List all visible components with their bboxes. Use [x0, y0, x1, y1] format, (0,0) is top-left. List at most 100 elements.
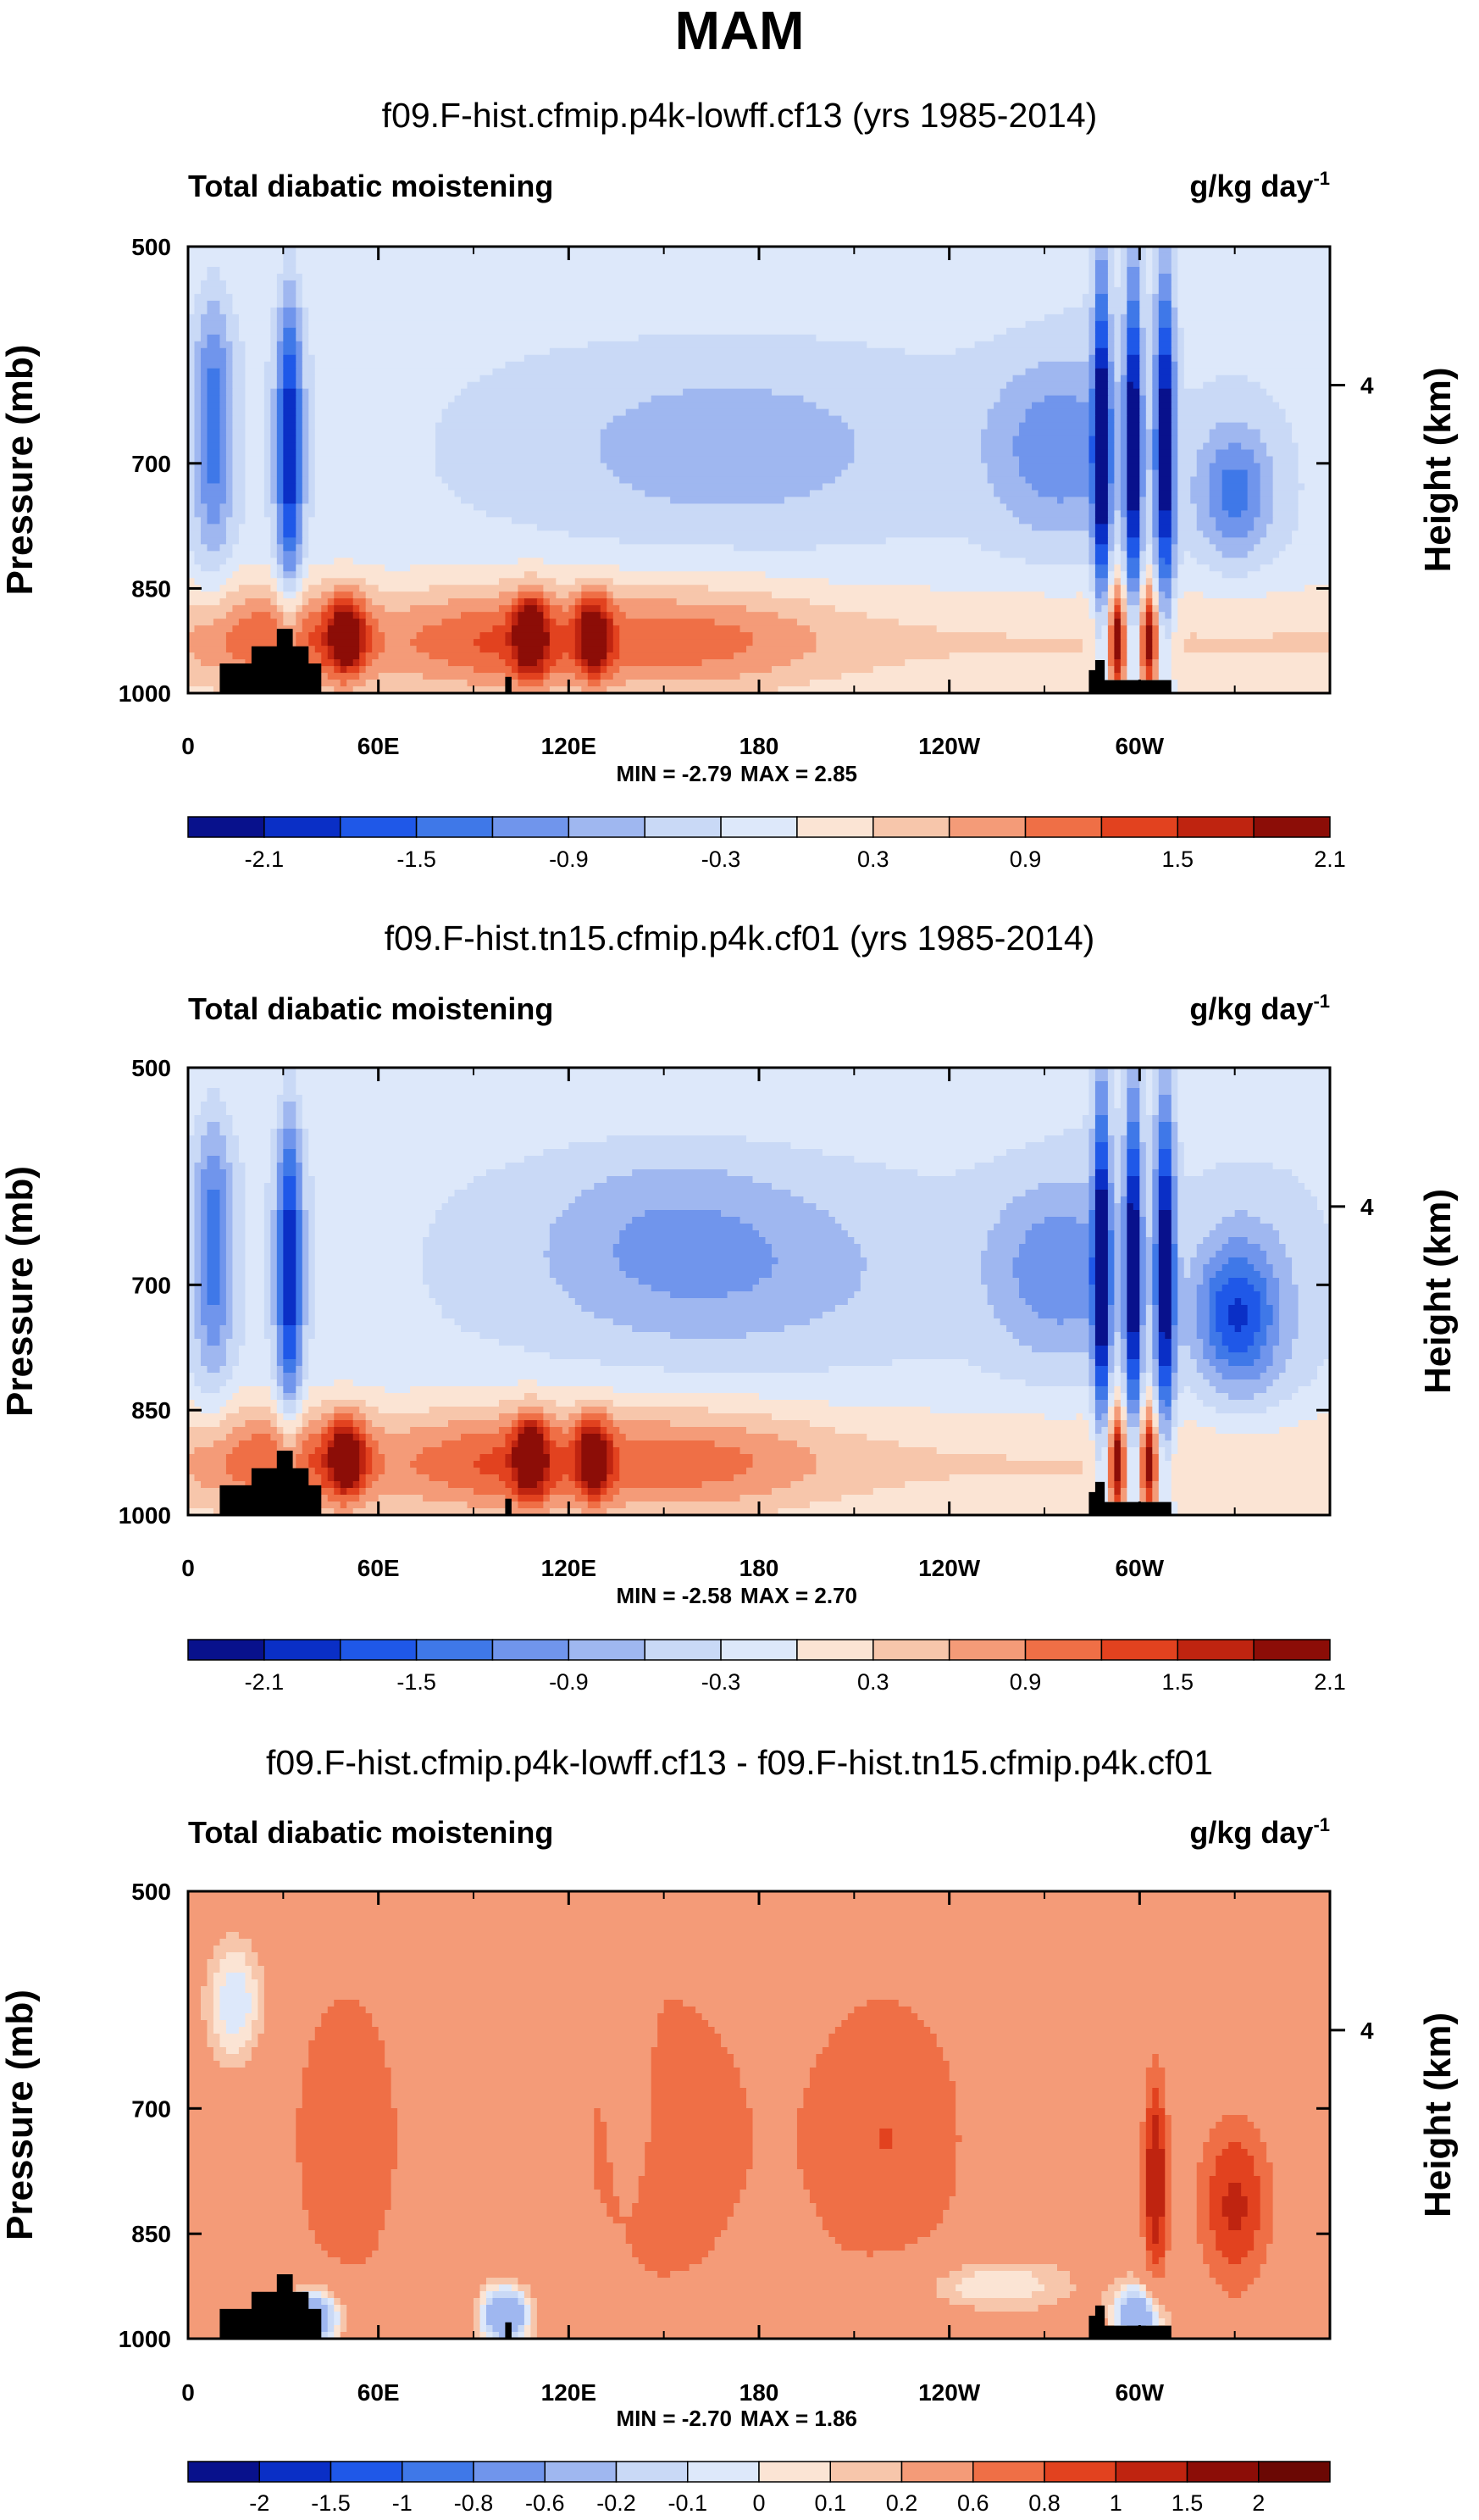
contour-cell — [1139, 300, 1153, 308]
contour-cell — [1145, 341, 1153, 349]
contour-cell — [263, 402, 271, 410]
contour-cell — [245, 503, 265, 511]
contour-cell — [296, 449, 303, 458]
contour-cell — [1266, 2257, 1331, 2265]
contour-cell — [1152, 1420, 1160, 1428]
contour-cell — [302, 327, 309, 336]
contour-cell — [296, 280, 303, 288]
contour-cell — [1298, 1285, 1331, 1292]
contour-cell — [365, 605, 385, 613]
contour-cell — [1114, 456, 1122, 464]
contour-cell — [308, 395, 316, 403]
contour-cell — [314, 1325, 462, 1333]
contour-cell — [1171, 1352, 1178, 1360]
contour-cell — [302, 449, 309, 458]
contour-cell — [467, 1501, 519, 1509]
contour-cell — [1145, 652, 1153, 660]
contour-cell — [232, 436, 246, 444]
contour-cell — [352, 1420, 367, 1428]
contour-cell — [207, 442, 221, 451]
contour-cell — [276, 1142, 284, 1150]
contour-cell — [270, 347, 278, 356]
contour-cell — [549, 1461, 576, 1468]
contour-cell — [200, 1156, 208, 1163]
contour-cell — [188, 2081, 303, 2089]
contour-cell — [568, 1203, 817, 1211]
contour-cell — [1177, 395, 1274, 403]
contour-cell — [314, 1488, 335, 1496]
contour-cell — [188, 2027, 208, 2034]
contour-cell — [1006, 327, 1090, 336]
contour-cell — [523, 2291, 531, 2299]
contour-cell — [1177, 1081, 1331, 1089]
contour-cell — [1139, 1366, 1147, 1374]
contour-cell — [302, 1393, 309, 1401]
contour-cell — [619, 2203, 633, 2211]
contour-cell — [1082, 1461, 1096, 1468]
contour-cell — [188, 1230, 196, 1238]
contour-cell — [1158, 1237, 1172, 1245]
contour-cell — [207, 1271, 221, 1279]
contour-cell — [1127, 1332, 1140, 1340]
contour-cell — [796, 619, 900, 626]
contour-cell — [283, 1142, 296, 1150]
contour-cell — [1183, 1142, 1331, 1150]
contour-cell — [194, 1129, 208, 1136]
contour-cell — [740, 2081, 811, 2089]
contour-cell — [207, 402, 221, 410]
contour-cell — [1088, 1251, 1096, 1258]
contour-cell — [308, 1318, 316, 1326]
contour-cell — [1088, 1230, 1096, 1238]
contour-cell — [981, 1366, 1090, 1374]
contour-cell — [276, 1169, 284, 1177]
contour-cell — [276, 510, 284, 518]
contour-cell — [238, 1149, 271, 1157]
contour-cell — [1107, 247, 1115, 254]
colorbar-box — [644, 816, 722, 838]
contour-cell — [1088, 408, 1096, 417]
contour-cell — [188, 422, 196, 430]
contour-cell — [296, 402, 303, 410]
contour-cell — [1127, 673, 1140, 680]
contour-cell — [219, 1332, 234, 1340]
contour-cell — [372, 2013, 658, 2021]
contour-cell — [365, 659, 373, 667]
contour-cell — [1158, 1298, 1172, 1306]
contour-cell — [238, 1386, 271, 1394]
contour-cell — [1044, 1413, 1077, 1421]
contour-cell — [245, 1217, 265, 1224]
contour-cell — [1171, 1413, 1178, 1421]
contour-cell — [987, 1285, 1020, 1292]
contour-cell — [308, 436, 316, 444]
contour-cell — [1209, 503, 1223, 511]
contour-cell — [1171, 1081, 1178, 1089]
contour-cell — [1107, 1271, 1115, 1279]
contour-cell — [372, 2251, 633, 2258]
contour-cell — [498, 1400, 557, 1407]
contour-cell — [1260, 2190, 1274, 2197]
contour-cell — [200, 327, 227, 336]
contour-cell — [1158, 1217, 1172, 1224]
contour-cell — [1171, 1122, 1178, 1130]
contour-cell — [385, 1386, 411, 1394]
contour-cell — [1228, 1257, 1249, 1265]
contour-cell — [314, 2230, 379, 2238]
contour-cell — [308, 341, 589, 349]
contour-cell — [530, 2298, 538, 2306]
contour-cell — [302, 300, 1083, 308]
contour-cell — [194, 469, 202, 478]
contour-cell — [1190, 1257, 1210, 1265]
contour-cell — [1107, 564, 1115, 572]
contour-cell — [258, 2000, 265, 2007]
contour-cell — [574, 1196, 805, 1204]
contour-cell — [1171, 1251, 1178, 1258]
contour-cell — [1088, 1203, 1096, 1211]
contour-cell — [283, 1156, 296, 1163]
contour-cell — [302, 402, 309, 410]
contour-cell — [270, 1373, 278, 1380]
contour-cell — [397, 2142, 595, 2150]
contour-cell — [283, 1183, 296, 1191]
contour-cell — [1120, 1285, 1127, 1292]
contour-cell — [334, 1468, 360, 1475]
contour-cell — [1216, 2244, 1255, 2251]
